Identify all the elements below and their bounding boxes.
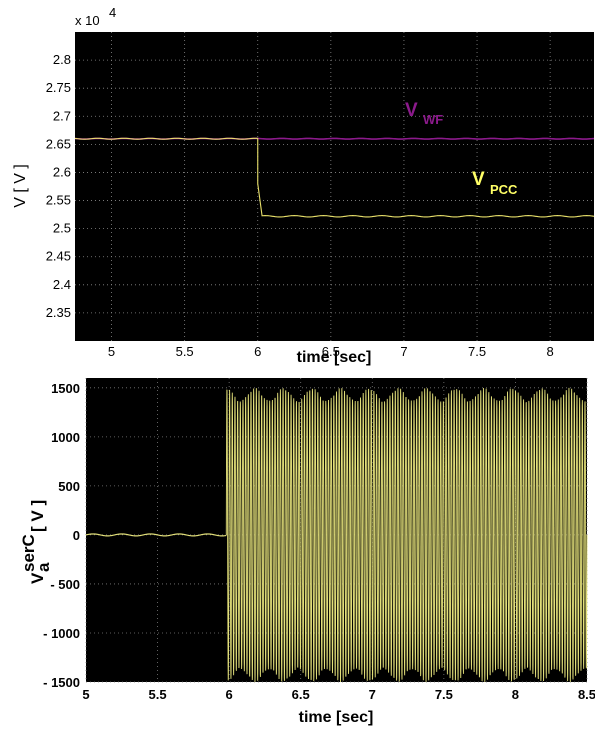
- top-series: [74, 137, 595, 218]
- top-exponent-power: 4: [109, 5, 116, 20]
- bottom-x-tick-label: 6: [226, 687, 233, 702]
- top-x-tick-label: 7: [400, 344, 407, 359]
- bottom-y-tick-label: - 1000: [43, 626, 80, 641]
- top-y-tick-label: 2.75: [46, 80, 71, 95]
- top-y-ticks: 2.35 2.4 2.45 2.5 2.55 2.6 2.65 2.7 2.75 2.8: [46, 52, 71, 320]
- top-y-tick-label: 2.8: [53, 52, 71, 67]
- svg-text:V: V: [28, 572, 47, 584]
- bottom-y-tick-label: 0: [73, 528, 80, 543]
- bottom-y-tick-label: - 1500: [43, 675, 80, 690]
- bottom-y-tick-label: 1000: [51, 430, 80, 445]
- bottom-x-tick-label: 7.5: [435, 687, 453, 702]
- bottom-y-tick-label: - 500: [50, 577, 80, 592]
- top-plot-area: [75, 32, 594, 341]
- bottom-x-ticks: 5 5.5 6 6.5 7 7.5 8 8.5: [82, 687, 595, 702]
- series-line-pre-switch: [85, 533, 227, 537]
- bottom-x-tick-label: 7: [369, 687, 376, 702]
- top-x-axis-label: time [sec]: [297, 349, 372, 366]
- bottom-y-tick-label: 500: [58, 479, 80, 494]
- series-line-vpcc: [74, 137, 595, 218]
- top-y-tick-label: 2.55: [46, 193, 71, 208]
- top-x-tick-label: 5: [108, 344, 115, 359]
- svg-text:WF: WF: [423, 112, 443, 127]
- top-y-axis-label: V [ V ]: [12, 164, 29, 208]
- top-y-tick-label: 2.5: [53, 221, 71, 236]
- top-x-tick-label: 6: [254, 344, 261, 359]
- top-grid: [75, 32, 594, 341]
- top-y-tick-label: 2.65: [46, 136, 71, 151]
- top-y-tick-label: 2.7: [53, 108, 71, 123]
- bottom-x-tick-label: 5.5: [149, 687, 167, 702]
- svg-text:PCC: PCC: [490, 182, 518, 197]
- top-exponent-label: x 10: [75, 13, 100, 28]
- series-label-vwf: V WF: [405, 100, 443, 127]
- bottom-series: [85, 387, 588, 682]
- top-chart: 2.35 2.4 2.45 2.5 2.55 2.6 2.65 2.7 2.75 2.8 5 5.5…: [12, 5, 595, 366]
- bottom-y-ticks: 1500 1000 500 0 - 500 - 1000 - 1500: [43, 381, 80, 690]
- top-x-tick-label: 8: [547, 344, 554, 359]
- top-y-tick-label: 2.45: [46, 249, 71, 264]
- top-x-tick-label: 5.5: [176, 344, 194, 359]
- bottom-x-tick-label: 8: [512, 687, 519, 702]
- svg-text:a: a: [34, 562, 53, 572]
- top-x-tick-label: 7.5: [468, 344, 486, 359]
- bottom-y-axis-label: V a serC [ V ]: [19, 500, 53, 584]
- series-line-post-switch: [225, 387, 588, 682]
- top-x-ticks: 5 5.5 6 6.5 7 7.5 8: [108, 344, 554, 359]
- top-y-tick-label: 2.4: [53, 277, 71, 292]
- series-label-vpcc: V PCC: [472, 169, 518, 197]
- bottom-x-tick-label: 8.5: [578, 687, 595, 702]
- bottom-x-axis-label: time [sec]: [299, 709, 374, 726]
- svg-text:serC: serC: [19, 534, 38, 572]
- bottom-y-tick-label: 1500: [51, 381, 80, 396]
- top-y-tick-label: 2.35: [46, 305, 71, 320]
- svg-text:[ V ]: [ V ]: [28, 500, 47, 532]
- bottom-x-tick-label: 6.5: [292, 687, 310, 702]
- top-y-tick-label: 2.6: [53, 164, 71, 179]
- svg-text:V: V: [405, 100, 418, 121]
- svg-text:V: V: [472, 169, 485, 190]
- bottom-chart: 1500 1000 500 0 - 500 - 1000 - 1500 5 5.5 6 6.5 7 7…: [19, 378, 595, 726]
- bottom-x-tick-label: 5: [82, 687, 89, 702]
- top-x-tick-label: 6.5: [322, 344, 340, 359]
